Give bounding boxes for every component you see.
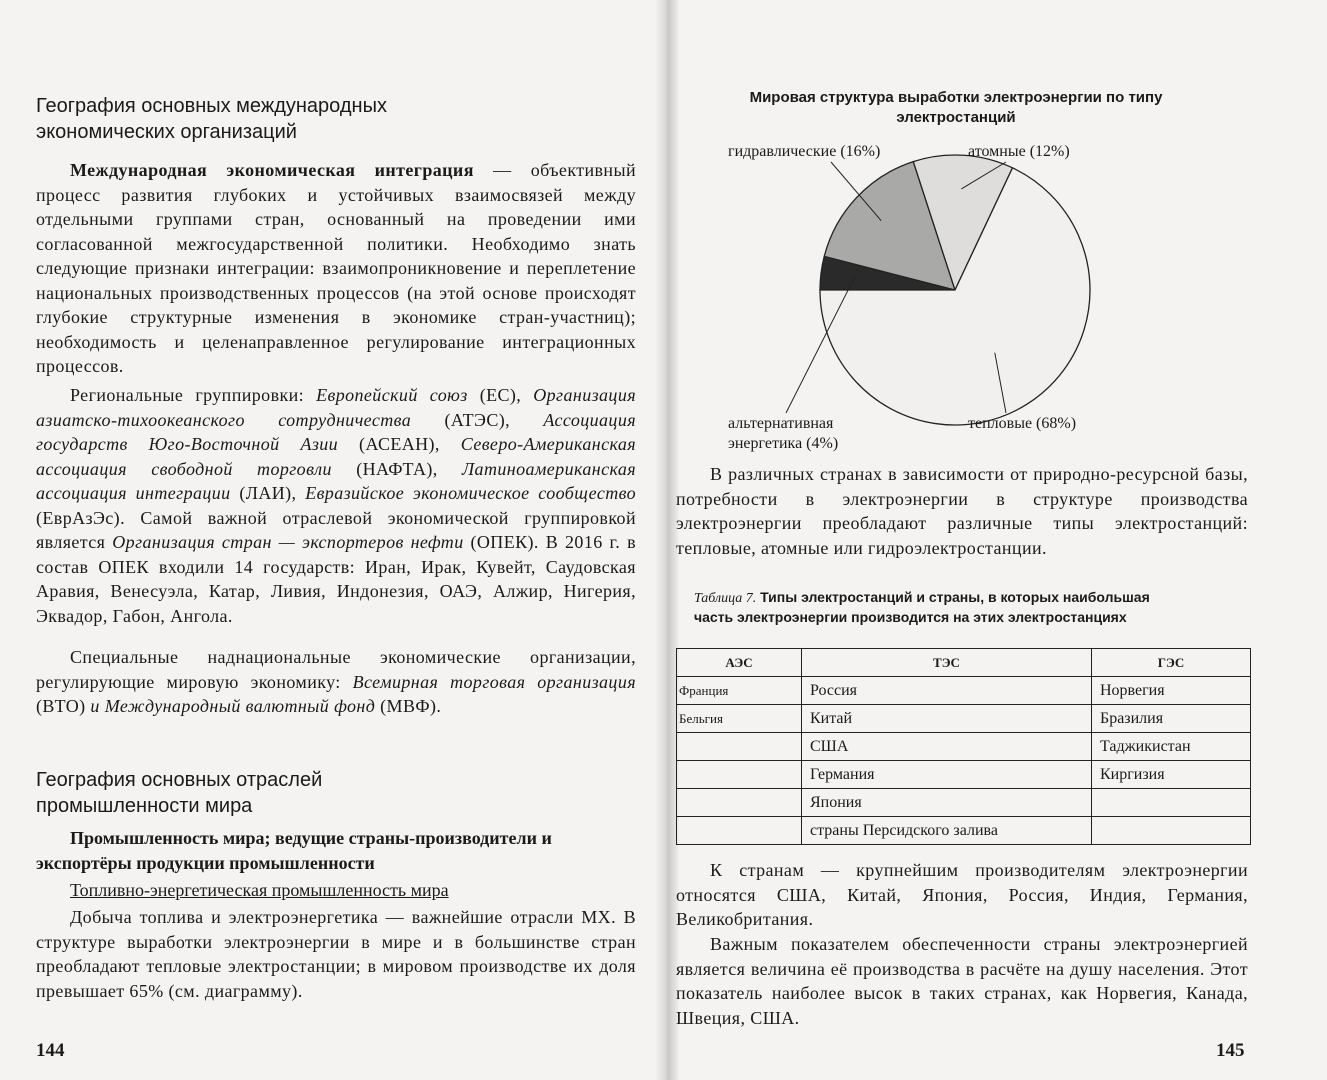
paragraph-text: (АТЭС),	[411, 409, 544, 430]
italic-term: Латиноамериканская ассоциация интеграции	[36, 458, 636, 504]
table-cell: Бельгия	[676, 704, 802, 733]
underlined-heading: Топливно-энергетическая промышленность м…	[70, 880, 449, 900]
pie-label-nuclear: атомные (12%)	[968, 143, 1070, 160]
heading-line: География основных международных	[36, 95, 387, 117]
paragraph-text: (ОПЕК). В 2016 г. в состав ОПЕК входили …	[36, 532, 636, 626]
table-cell: Таджикистан	[1091, 732, 1251, 761]
section-heading-organizations: География основных международных экономи…	[36, 93, 387, 145]
heading-line: География основных отраслей	[36, 769, 323, 791]
pie-chart	[785, 154, 1091, 426]
page-number: 144	[36, 1040, 65, 1061]
paragraph-text: (НАФТА),	[331, 458, 462, 479]
table-cell	[676, 788, 802, 817]
chart-title: Мировая структура выработки электроэнерг…	[749, 89, 1163, 126]
table-row: Япония	[676, 788, 1251, 817]
pie-slice-nuclear	[912, 154, 1014, 292]
table-cell: страны Персидского залива	[801, 816, 1092, 845]
table-row: США Таджикистан	[676, 732, 1251, 761]
paragraph-text: (МВФ).	[375, 696, 442, 716]
pie-label-hydro: гидравлические (16%)	[728, 143, 881, 160]
table-cell	[676, 816, 802, 845]
table-cell	[676, 760, 802, 789]
fuel-energy-text: Добыча топлива и электроэнергетика — важ…	[36, 907, 636, 1001]
table-cell: Франция	[676, 676, 802, 705]
table-row: Франция Россия Норвегия	[676, 676, 1251, 705]
leader-line	[994, 352, 1007, 414]
page-number: 145	[1216, 1040, 1245, 1061]
leader-line	[830, 161, 882, 222]
term-bold: Международная экономическая интеграция	[70, 160, 474, 180]
italic-term: Европейский союз	[316, 385, 468, 405]
leader-line	[785, 277, 855, 414]
table-cell	[1091, 816, 1251, 845]
italic-term: Организация азиатско-тихоокеанского сотр…	[36, 385, 636, 430]
header-cell: ГЭС	[1091, 648, 1251, 677]
heading-line: промышленности мира	[36, 795, 253, 817]
table-cell: Киргизия	[1091, 760, 1251, 789]
power-stations-table: АЭС ТЭС ГЭС Франция Россия Норвегия Бельгия…	[676, 648, 1251, 845]
right-page: Мировая структура выработки электроэнерг…	[676, 0, 1256, 1080]
pie-label-thermal: тепловые (68%)	[968, 415, 1077, 432]
leader-line	[961, 161, 1007, 190]
table-cell: Япония	[801, 788, 1092, 817]
paragraph-text: (ЛАИ),	[230, 483, 306, 503]
table-row: Бельгия Китай Бразилия	[676, 704, 1251, 733]
italic-term: Ассоциация государств Юго-Восточной Азии	[36, 409, 636, 455]
table-cell: США	[801, 732, 1092, 761]
paragraph-text: (ЕС),	[467, 385, 534, 405]
header-cell: ТЭС	[801, 648, 1092, 677]
producers-text: К странам — крупнейшим производителям эл…	[676, 860, 1248, 929]
table-label: Таблица 7.	[694, 591, 757, 606]
italic-term: и Международный валютный фонд	[90, 696, 376, 716]
heading-line: экономических организаций	[36, 121, 297, 143]
table-header-row: АЭС ТЭС ГЭС	[676, 648, 1251, 677]
italic-term: Евразийское экономическое сообщество	[305, 483, 636, 503]
italic-term: Организация стран — экспортеров нефти	[112, 532, 464, 552]
power-types-text: В различных странах в зависимости от при…	[676, 464, 1248, 558]
table-cell: Норвегия	[1091, 676, 1251, 705]
paragraph-text: (ВТО)	[36, 696, 91, 716]
italic-term: Всемирная торговая организация	[352, 671, 637, 692]
italic-term: Северо-Американская ассоциация свободной…	[36, 434, 637, 479]
table-cell	[1091, 788, 1251, 817]
left-page: География основных международных экономи…	[36, 0, 636, 1080]
pie-label-alternative: альтернативная энергетика (4%)	[728, 415, 839, 452]
paragraph-regional-groups: Региональные группировки: Европейский со…	[36, 383, 636, 628]
table-row: страны Персидского залива	[676, 816, 1251, 845]
header-cell: АЭС	[676, 648, 802, 677]
table-cell: Бразилия	[1091, 704, 1251, 733]
table-cell: Германия	[801, 760, 1092, 789]
paragraph-text: (ЕврАзЭс). Самой важной отраслевой эконо…	[36, 507, 636, 553]
pie-slice-thermal	[819, 166, 1091, 426]
paragraph-supranational: Специальные наднациональные экономически…	[36, 645, 636, 719]
paragraph-text: (АСЕАН),	[338, 434, 461, 454]
table-cell	[676, 732, 802, 761]
pie-slice-hydro	[823, 160, 956, 291]
paragraph-text: — объективный процесс развития глубоких …	[36, 160, 636, 376]
table-caption-text: Типы электростанций и страны, в которых …	[694, 589, 1150, 625]
table-cell: Россия	[801, 676, 1092, 705]
subheading: Промышленность мира; ведущие страны-прои…	[36, 828, 552, 873]
table-caption: Таблица 7. Типы электростанций и страны,…	[694, 588, 1164, 626]
section-heading-industry: География основных отраслей промышленнос…	[36, 767, 322, 819]
paragraph-text: Региональные группировки:	[70, 385, 317, 405]
per-capita-text: Важным показателем обеспеченности страны…	[676, 934, 1248, 1028]
book-gutter	[655, 0, 679, 1080]
table-cell: Китай	[801, 704, 1092, 733]
paragraph-integration: Международная экономическая интеграция —…	[36, 158, 636, 379]
paragraph-text: Специальные наднациональные экономически…	[36, 647, 636, 692]
table-row: Германия Киргизия	[676, 760, 1251, 789]
